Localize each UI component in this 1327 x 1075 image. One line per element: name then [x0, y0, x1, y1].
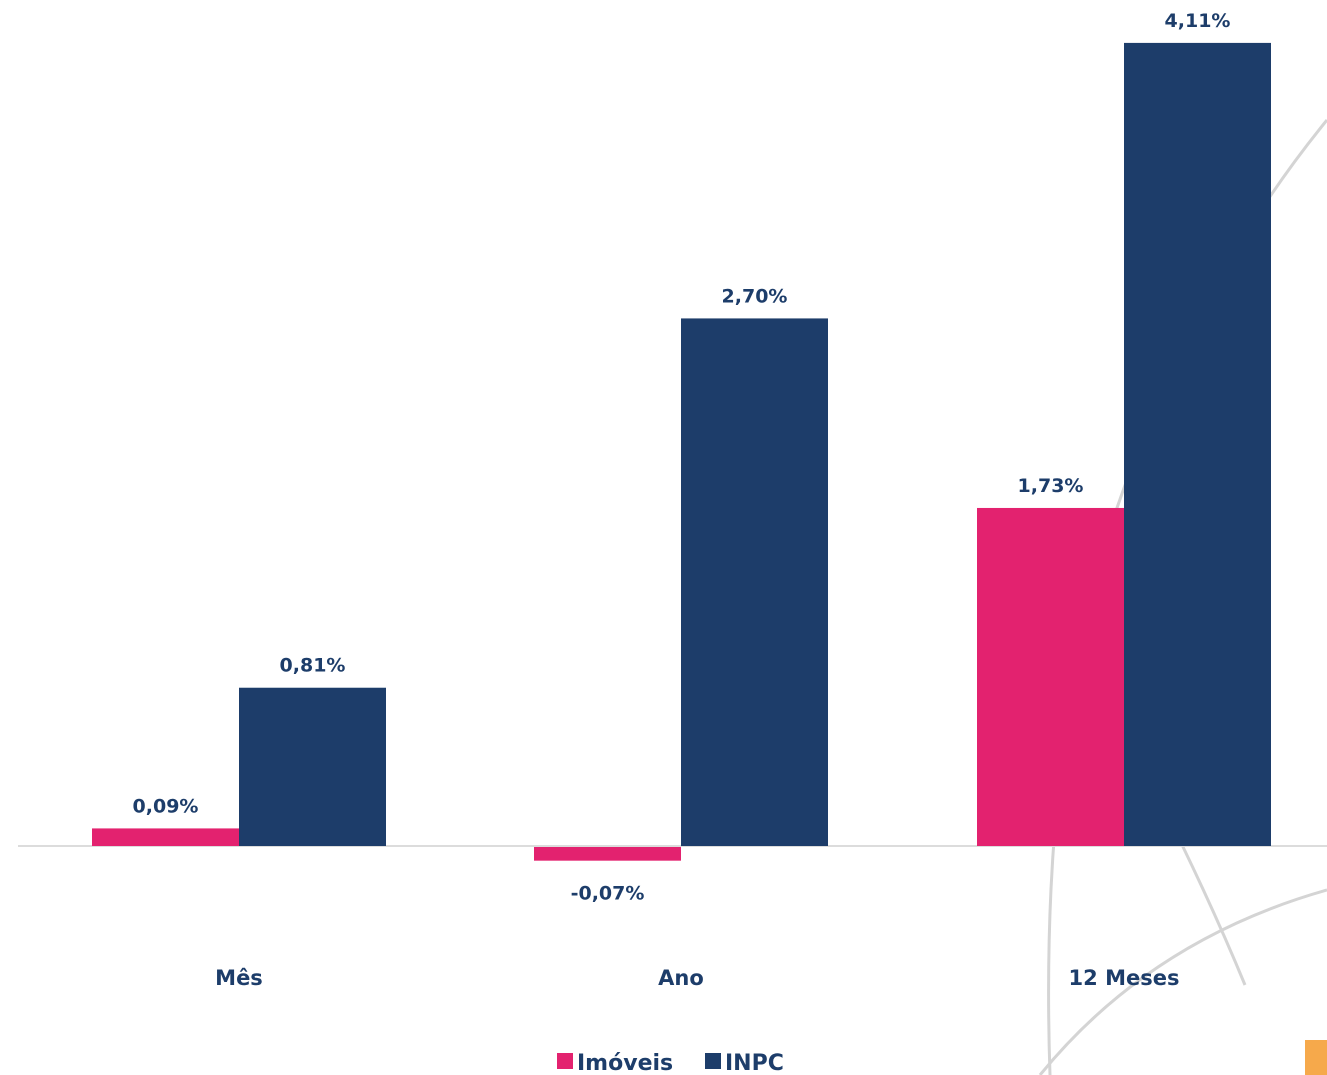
category-label-mes: Mês	[215, 966, 263, 990]
legend-label-inpc: INPC	[725, 1051, 784, 1075]
data-label-imoveis-mes: 0,09%	[133, 795, 199, 817]
data-labels-group: 0,09% -0,07% 1,73% 0,81% 2,70% 4,11%	[133, 10, 1231, 905]
decorative-arc	[1038, 888, 1327, 1075]
category-label-ano: Ano	[658, 966, 704, 990]
bar-inpc-ano	[681, 318, 828, 846]
bar-inpc-mes	[239, 687, 386, 846]
bars-group	[92, 42, 1271, 861]
corner-accent-shape	[1310, 1052, 1327, 1075]
legend-label-imoveis: Imóveis	[577, 1051, 673, 1075]
data-label-imoveis-12-meses: 1,73%	[1018, 475, 1084, 497]
data-label-imoveis-ano: -0,07%	[571, 883, 645, 905]
bar-imoveis-mes	[92, 828, 239, 846]
bar-inpc-12-meses	[1124, 42, 1271, 846]
legend-swatch-inpc	[705, 1053, 721, 1069]
legend-swatch-imoveis	[557, 1053, 573, 1069]
legend: Imóveis INPC	[557, 1051, 784, 1075]
bar-imoveis-ano	[534, 847, 681, 861]
bar-imoveis-12-meses	[977, 507, 1124, 846]
data-label-inpc-12-meses: 4,11%	[1165, 10, 1231, 32]
data-label-inpc-mes: 0,81%	[280, 655, 346, 677]
data-label-inpc-ano: 2,70%	[722, 285, 788, 307]
category-label-12-meses: 12 Meses	[1069, 966, 1180, 990]
